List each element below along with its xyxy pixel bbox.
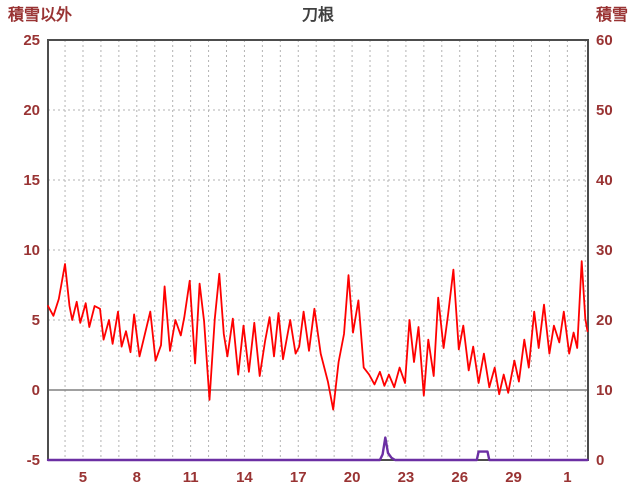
x-axis-tick-label: 26	[451, 469, 468, 486]
red-series-line	[47, 260, 589, 411]
left-axis-tick-label: 20	[23, 102, 40, 119]
x-axis-tick-label: 23	[398, 469, 415, 486]
right-axis-tick-label: 50	[596, 102, 613, 119]
chart-title: 刀根	[301, 7, 334, 24]
right-axis-title: 積雪	[595, 7, 628, 24]
left-axis-title: 積雪以外	[8, 7, 73, 24]
x-axis-tick-label: 29	[505, 469, 522, 486]
left-axis-tick-label: 25	[23, 32, 40, 49]
right-axis-tick-label: 40	[596, 172, 613, 189]
x-axis-tick-label: 5	[79, 469, 87, 486]
left-axis-tick-label: -5	[27, 452, 40, 469]
right-axis-tick-label: 10	[596, 382, 613, 399]
x-axis-tick-label: 14	[236, 469, 253, 486]
right-axis-tick-label: 30	[596, 242, 613, 259]
purple-series-line	[46, 436, 589, 462]
x-axis-tick-label: 20	[344, 469, 361, 486]
left-axis-tick-label: 0	[32, 382, 40, 399]
left-axis-tick-label: 5	[32, 312, 40, 329]
right-axis-tick-label: 0	[596, 452, 604, 469]
left-axis-tick-label: 15	[23, 172, 40, 189]
x-axis-tick-label: 8	[133, 469, 141, 486]
left-axis-tick-label: 10	[23, 242, 40, 259]
right-axis-tick-label: 20	[596, 312, 613, 329]
x-axis-tick-label: 11	[183, 469, 199, 486]
right-axis-tick-label: 60	[596, 32, 613, 49]
x-axis-tick-label: 17	[290, 469, 307, 486]
x-axis-tick-label: 1	[563, 469, 571, 486]
